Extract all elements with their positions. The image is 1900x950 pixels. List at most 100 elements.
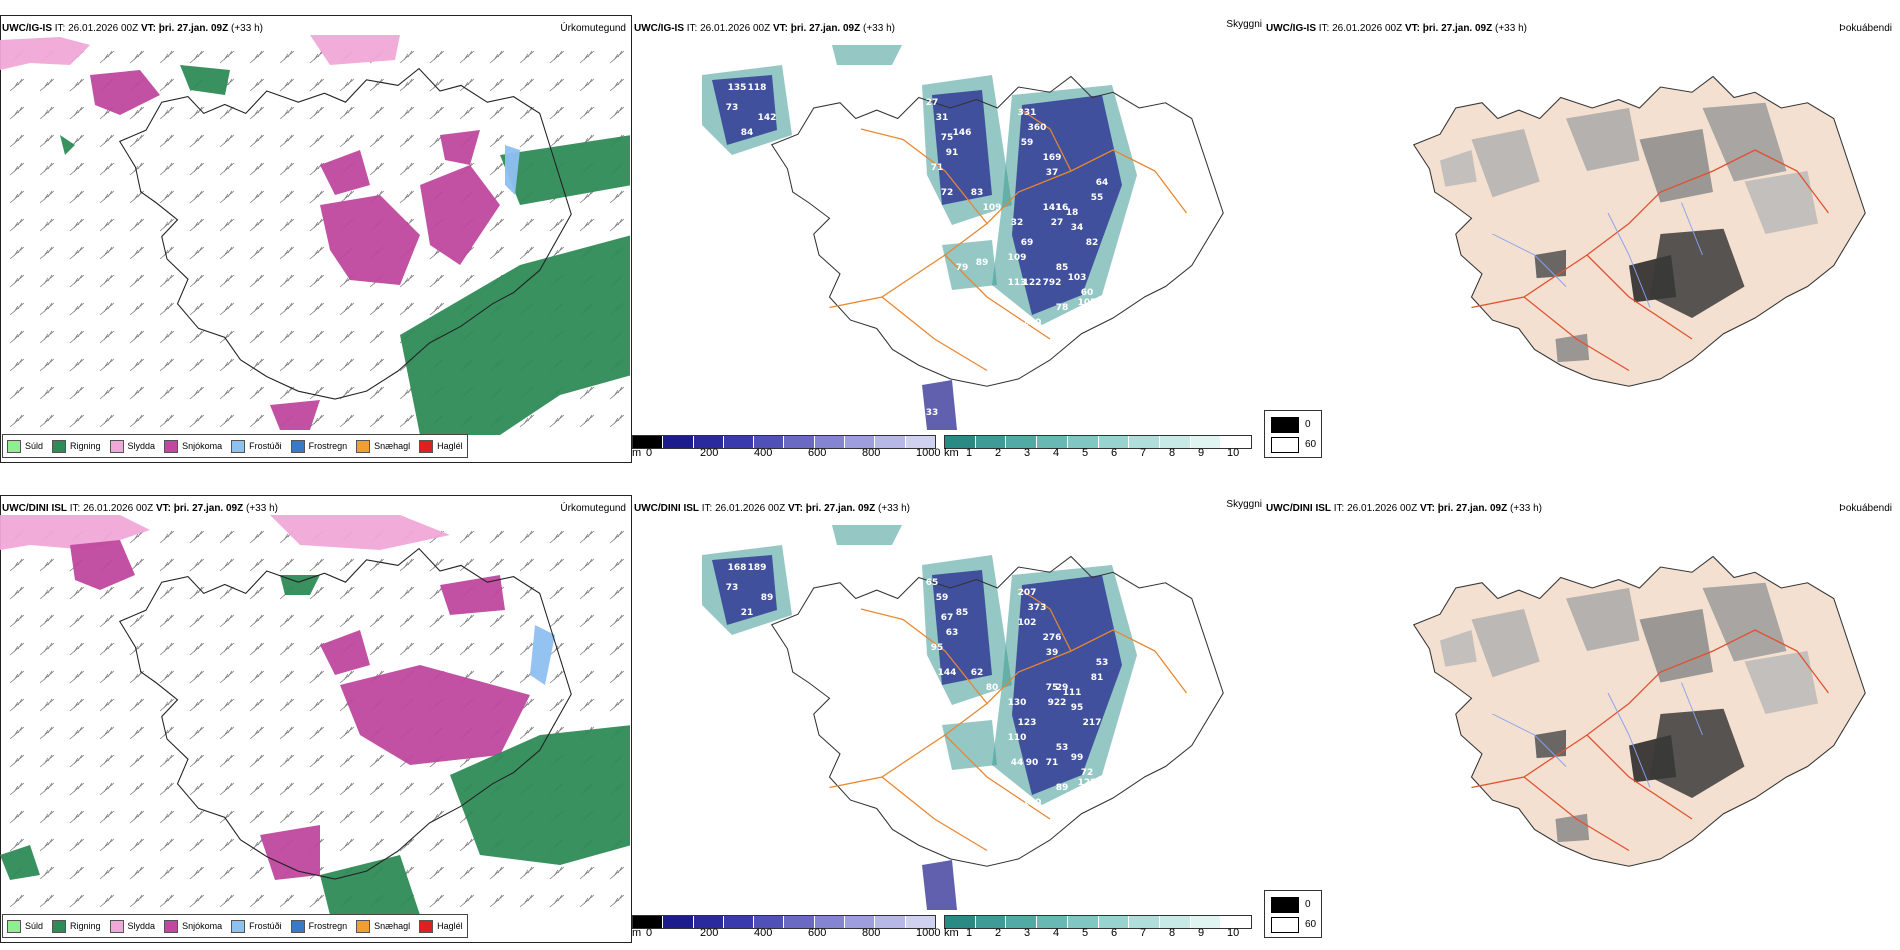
wind-barb — [189, 838, 205, 852]
fog-legend-low: 60 — [1305, 919, 1317, 930]
colorbar-cell — [845, 916, 876, 928]
wind-barb — [129, 838, 145, 852]
panel-title: Þokuábendi — [1839, 503, 1892, 514]
wind-barb — [309, 358, 325, 372]
wind-barb — [189, 754, 205, 768]
wind-barb — [309, 274, 325, 288]
vt-label: VT: — [787, 503, 803, 514]
wind-barb — [69, 302, 85, 316]
wind-barb — [609, 530, 625, 544]
it-value: 26.01.2026 00Z — [83, 503, 154, 514]
panel-frame — [0, 495, 632, 943]
wind-barb — [129, 218, 145, 232]
wind-barb — [129, 614, 145, 628]
precip-type-panel: UWC/DINI ISL IT: 26.01.2026 00Z VT: þri.… — [0, 490, 632, 950]
ceiling-label: 83 — [971, 188, 984, 198]
fog-map — [1412, 555, 1866, 867]
wind-barb — [429, 838, 445, 852]
ceiling-label: 236 — [893, 403, 912, 413]
wind-barb — [489, 894, 505, 908]
it-value: 26.01.2026 00Z — [1347, 503, 1418, 514]
wind-barb — [39, 726, 55, 740]
legend-swatch — [231, 919, 246, 933]
legend-swatch — [419, 439, 434, 453]
wind-barb — [189, 614, 205, 628]
ceiling-label: 44 — [1031, 348, 1044, 358]
wind-barb — [549, 586, 565, 600]
colorbar-cell — [975, 916, 1007, 928]
wind-barb — [189, 162, 205, 176]
wind-barb — [9, 894, 25, 908]
wind-barb — [99, 754, 115, 768]
wind-barb — [249, 894, 265, 908]
wind-barb — [159, 586, 175, 600]
precip-area — [450, 725, 630, 865]
wind-barb — [339, 558, 355, 572]
wind-barb — [309, 78, 325, 92]
legend-swatch — [164, 439, 179, 453]
ceiling-label: 63 — [946, 628, 959, 638]
wind-barb — [249, 586, 265, 600]
ceiling-label: 59 — [936, 593, 949, 603]
wind-barb — [69, 162, 85, 176]
wind-barb — [339, 78, 355, 92]
precip-map — [0, 35, 630, 435]
ceiling-label: 72 — [1081, 768, 1094, 778]
coastline — [118, 547, 572, 880]
wind-barb — [189, 642, 205, 656]
fog-legend-high: 0 — [1305, 899, 1311, 910]
wind-barb — [159, 414, 175, 428]
visibility-tick: 5 — [1082, 447, 1089, 459]
road-network — [1471, 629, 1830, 852]
wind-barb — [129, 754, 145, 768]
wind-barb — [219, 698, 235, 712]
wind-barb — [219, 866, 235, 880]
wind-barb — [189, 302, 205, 316]
wind-barb — [369, 838, 385, 852]
ceiling-label: 65 — [926, 578, 939, 588]
ceiling-label: 69 — [1021, 238, 1034, 248]
wind-barb — [309, 330, 325, 344]
visibility-tick: 4 — [1053, 447, 1060, 459]
legend-item: Rigning — [52, 919, 101, 933]
ceiling-label: 72 — [941, 188, 954, 198]
fog-area — [1534, 249, 1566, 279]
wind-barb — [159, 894, 175, 908]
ceiling-label: 79 — [956, 263, 969, 273]
coastline — [770, 75, 1224, 387]
legend-item: Snæhagl — [356, 919, 410, 933]
wind-barb — [9, 810, 25, 824]
wind-barb — [9, 386, 25, 400]
wind-barb — [159, 190, 175, 204]
wind-barb — [429, 274, 445, 288]
wind-barb — [39, 106, 55, 120]
wind-barb — [219, 358, 235, 372]
wind-barb — [579, 78, 595, 92]
rivers — [1492, 202, 1703, 308]
wind-barb — [39, 246, 55, 260]
wind-barb — [249, 698, 265, 712]
fog-area — [1471, 609, 1540, 678]
wind-barb — [39, 558, 55, 572]
wind-barb — [249, 218, 265, 232]
visibility-area — [942, 720, 997, 770]
wind-barb — [9, 330, 25, 344]
legend-label: Frostúði — [249, 921, 282, 931]
wind-barb — [489, 670, 505, 684]
precip-area — [340, 665, 530, 765]
fog-area — [1744, 651, 1818, 714]
colorbar-cell — [754, 916, 785, 928]
legend-swatch — [52, 919, 67, 933]
wind-barb — [579, 558, 595, 572]
wind-barb — [429, 782, 445, 796]
wind-barb — [579, 670, 595, 684]
fog-legend-white — [1271, 917, 1299, 933]
wind-barb — [339, 358, 355, 372]
colorbar-cell — [1098, 436, 1130, 448]
wind-barb — [369, 358, 385, 372]
ceiling-label: 75 — [1046, 683, 1059, 693]
wind-barb — [489, 218, 505, 232]
wind-barb — [159, 530, 175, 544]
ceiling-label: 168 — [728, 563, 747, 573]
visibility-tick: 2 — [995, 447, 1002, 459]
